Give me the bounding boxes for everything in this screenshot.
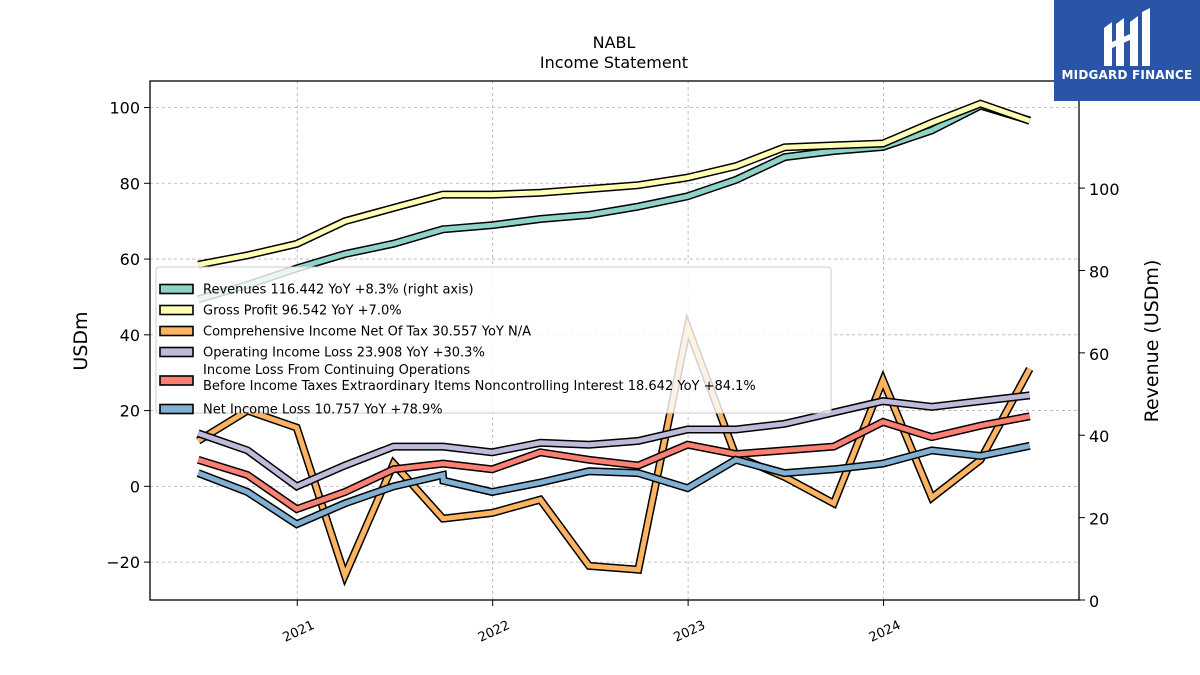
series-stroke [196, 318, 1032, 583]
y-right-tick-label: 20 [1089, 510, 1109, 529]
legend-swatch [159, 325, 194, 337]
logo-text: MIDGARD FINANCE [1061, 68, 1193, 82]
midgard-logo-icon [1104, 8, 1150, 66]
series-line-2 [196, 312, 1034, 587]
legend-swatch [159, 375, 194, 386]
plot-frame [149, 80, 1080, 601]
legend-entry-label: Gross Profit 96.542 YoY +7.0% [203, 304, 402, 319]
y-tick-label: 60 [120, 250, 140, 269]
y-right-tick-label: 80 [1089, 262, 1109, 281]
legend-entry-label: Income Loss From Continuing Operations [203, 363, 470, 378]
x-tick-label: 2023 [671, 618, 707, 646]
y-tick-label: 0 [130, 477, 140, 496]
y-axis-title: USDm [70, 311, 92, 370]
legend-entry-label: Comprehensive Income Net Of Tax 30.557 Y… [203, 325, 531, 340]
legend: Revenues 116.442 YoY +8.3% (right axis) G… [155, 266, 832, 418]
series-line-4 [197, 412, 1031, 514]
y-right-tick-label: 100 [1089, 180, 1120, 199]
x-tick-label: 2022 [476, 618, 512, 646]
series-line-3 [196, 391, 1031, 491]
legend-box [155, 266, 832, 414]
legend-entry-label: Net Income Loss 10.757 YoY +78.9% [203, 403, 443, 418]
series-outline [197, 99, 1032, 269]
series-line-1 [197, 99, 1032, 269]
y-right-tick-label: 0 [1089, 592, 1099, 611]
y-right-tick-label: 40 [1089, 427, 1109, 446]
y-right-tick-label: 60 [1089, 345, 1109, 364]
y-tick-label: 100 [109, 99, 140, 118]
y-tick-label: 20 [120, 402, 140, 421]
legend-entry-label: Operating Income Loss 23.908 YoY +30.3% [203, 346, 485, 361]
series-line-5 [196, 441, 1031, 529]
legend-entry-label: Revenues 116.442 YoY +8.3% (right axis) [203, 283, 474, 298]
series-stroke [197, 413, 1031, 512]
axes: −20 0 20 40 60 80 100 0 20 40 60 80 100 2021 2022 2023 2… [106, 99, 1119, 646]
x-tick-label: 2024 [867, 618, 903, 646]
series-stroke [197, 101, 1031, 268]
legend-swatch [159, 304, 194, 316]
legend-swatch [159, 283, 194, 295]
x-tick-label: 2021 [281, 618, 317, 646]
chart-title: NABL [593, 33, 636, 52]
y-tick-label: 40 [120, 326, 140, 345]
legend-swatch [159, 346, 194, 358]
y-tick-label: 80 [120, 174, 140, 193]
y-tick-label: −20 [106, 553, 140, 572]
legend-entry-label: Before Income Taxes Extraordinary Items … [203, 379, 756, 394]
midgard-finance-logo: MIDGARD FINANCE [1054, 0, 1200, 101]
series-stroke [197, 392, 1030, 490]
series-stroke [197, 443, 1031, 528]
y-axis-right-title: Revenue (USDm) [1141, 260, 1163, 423]
series-lines [196, 99, 1034, 587]
legend-swatch [159, 403, 194, 415]
chart-subtitle: Income Statement [540, 53, 688, 72]
